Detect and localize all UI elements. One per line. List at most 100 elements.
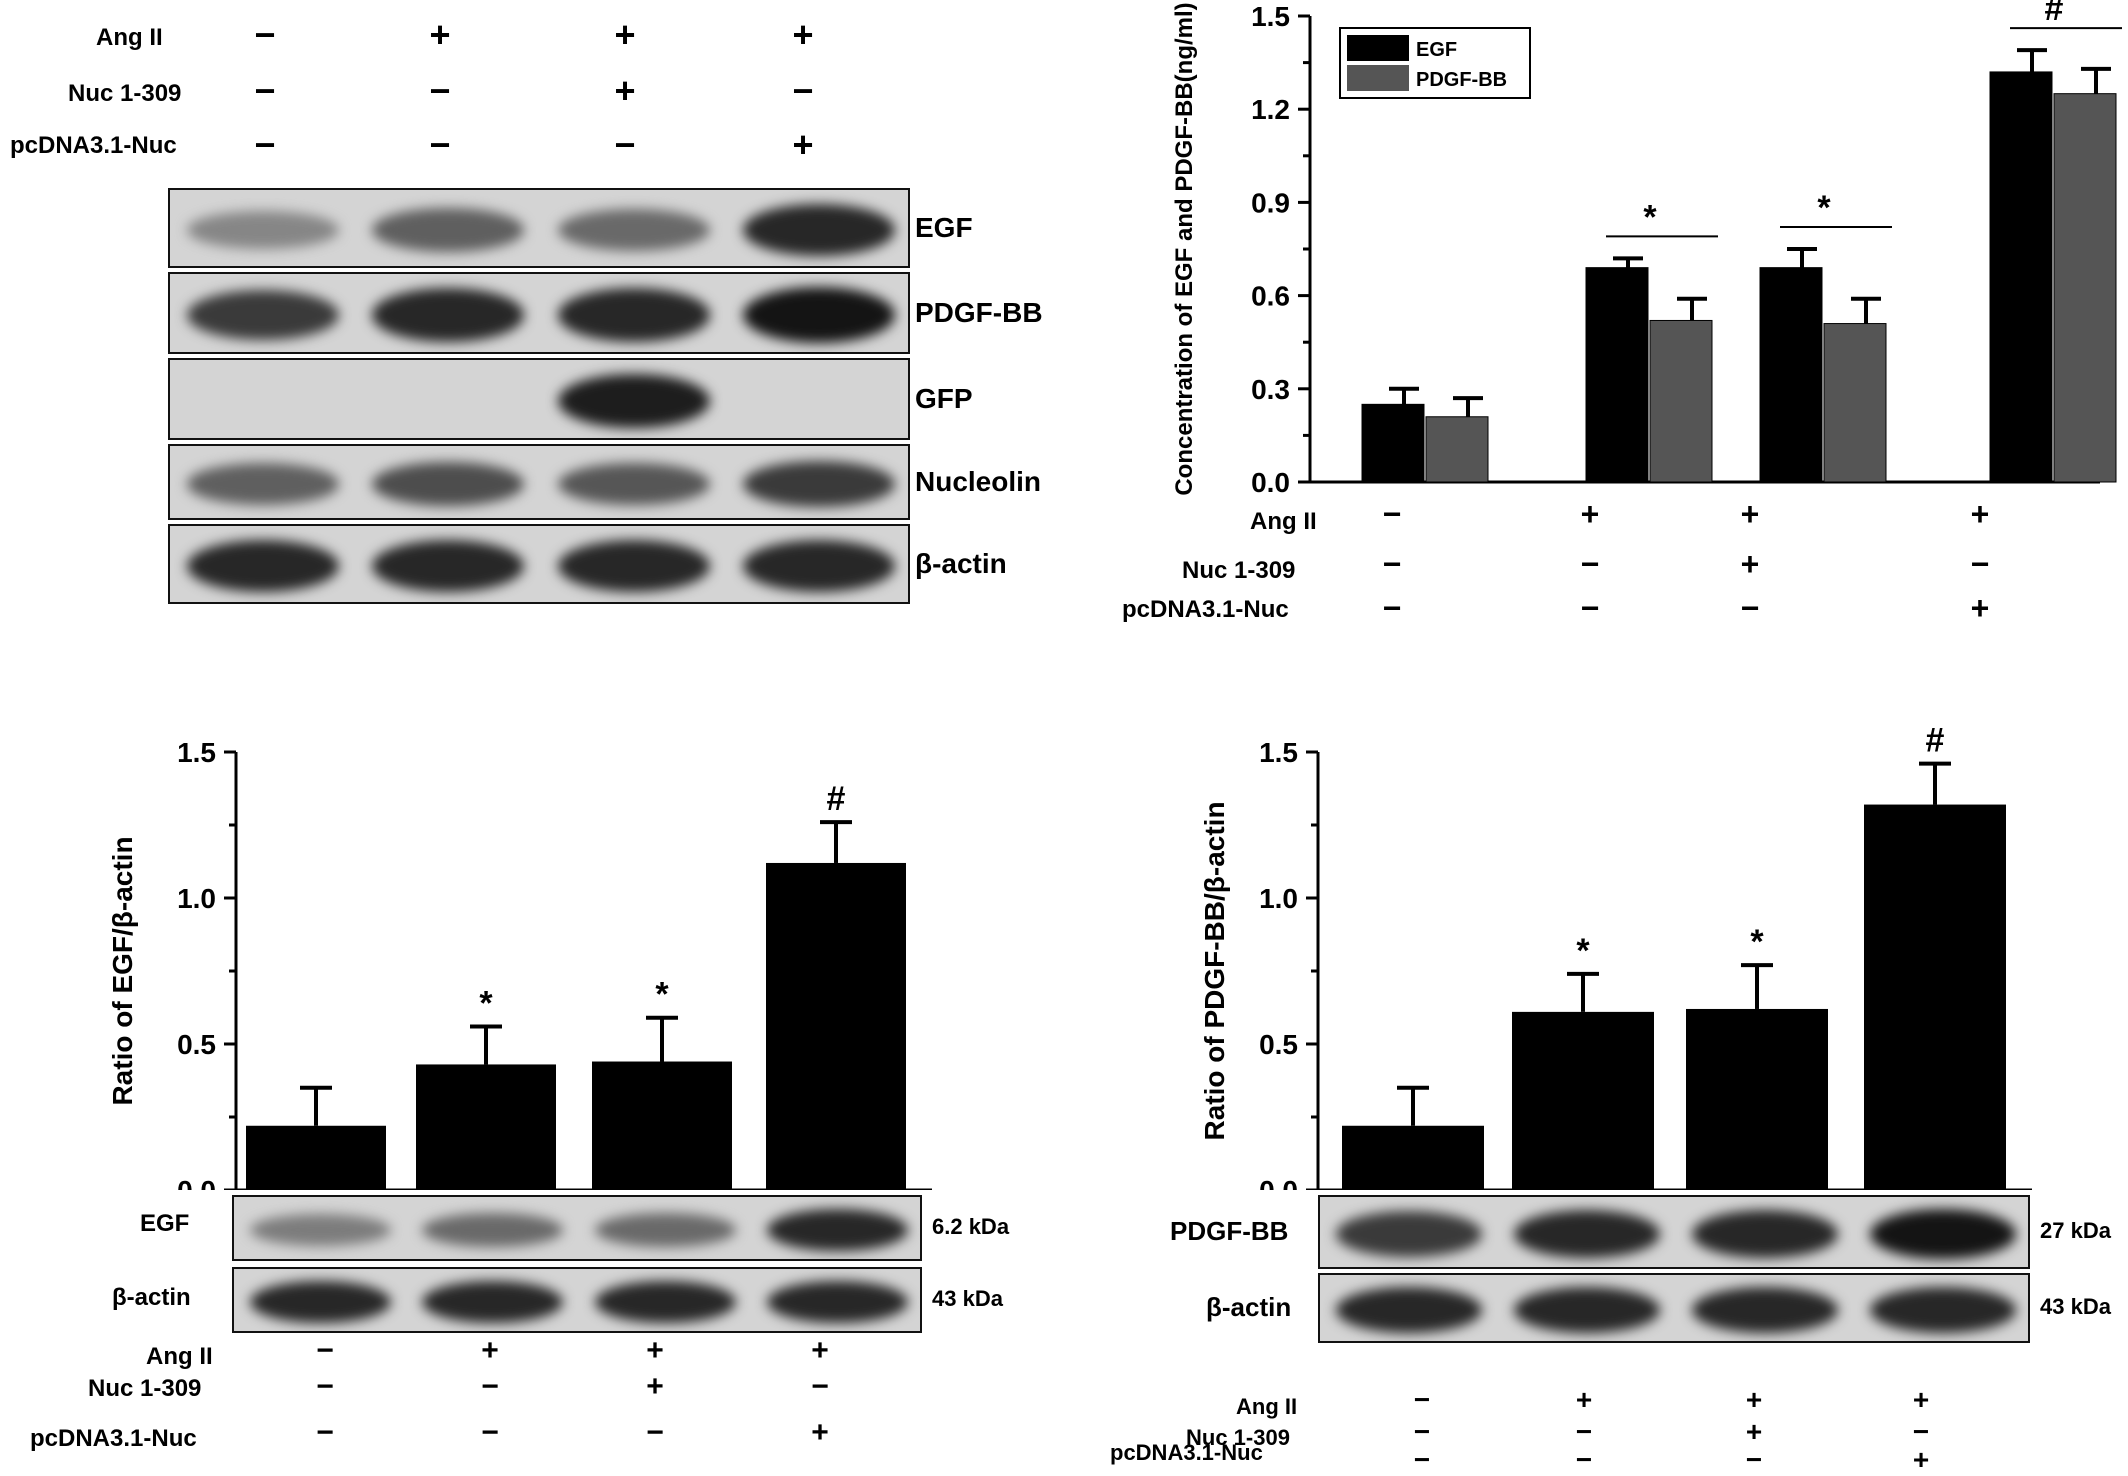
chart0-sign-r0-c1: + — [1580, 496, 1600, 532]
chart2-bar-3 — [1864, 804, 2006, 1190]
chart-egf-ratio: 0.0 0.5 1.0 1.5 Ratio of EGF/β-actin * * # — [107, 737, 932, 1190]
top-band-0-3 — [743, 204, 896, 256]
egf-sign-r1-c0: − — [316, 1370, 334, 1403]
egf-condition-label-nuc: Nuc 1-309 — [88, 1375, 202, 1402]
chart0-bar-s1-0 — [1425, 416, 1489, 483]
top-blot-3 — [168, 444, 910, 520]
egf-sign-r0-c1: + — [481, 1334, 499, 1367]
pdgf-sign-r1-c2: + — [1745, 1416, 1763, 1447]
top-band-4-0 — [186, 540, 339, 592]
chart0-condition-label-angii: Ang II — [1250, 508, 1317, 535]
chart1-bar-1 — [416, 1064, 556, 1190]
top-sign-r2-c1: − — [429, 124, 451, 165]
chart0-bar-s1-3 — [2053, 93, 2117, 483]
chart0-bar-s0-1 — [1585, 267, 1649, 483]
pdgf-band-label-1: β-actin — [1206, 1292, 1292, 1322]
top-band-label-1: PDGF-BB — [915, 297, 1043, 328]
chart-pdgf-ratio: 0.0 0.5 1.0 1.5 Ratio of PDGF-BB/β-actin * * # — [1199, 722, 2032, 1190]
top-band-1-1 — [372, 288, 525, 342]
chart0-sign-r0-c3: + — [1970, 496, 1990, 532]
egf-sign-r0-c3: + — [811, 1334, 829, 1367]
chart0-legend-label-1: PDGF-BB — [1416, 69, 1507, 91]
pdgf-condition-label-angii: Ang II — [1236, 1394, 1298, 1419]
top-sign-r1-c3: − — [792, 70, 814, 111]
egf-band-0-0 — [249, 1213, 391, 1247]
chart0-tick-label: 0.0 — [1251, 467, 1290, 498]
chart2-sig-3: # — [1926, 722, 1945, 760]
chart0-legend-swatch-1 — [1347, 65, 1409, 91]
pdgf-sign-r0-c0: − — [1413, 1384, 1431, 1415]
egf-band-1-3 — [767, 1280, 909, 1324]
top-band-label-3: Nucleolin — [915, 466, 1042, 497]
chart1-bar-2 — [592, 1061, 732, 1190]
chart0-tick-label: 1.5 — [1251, 1, 1290, 32]
egf-band-0-1 — [422, 1212, 564, 1248]
top-sign-r0-c2: + — [614, 14, 636, 55]
chart0-tick-label: 1.2 — [1251, 94, 1290, 125]
pdgf-blot-0 — [1318, 1195, 2030, 1269]
egf-band-1-1 — [422, 1280, 564, 1324]
chart2-bar-2 — [1686, 1008, 1828, 1190]
chart1-bar-3 — [766, 862, 906, 1190]
pdgf-band-0-1 — [1514, 1210, 1660, 1258]
chart0-sig-3: # — [2045, 0, 2064, 28]
condition-label-pcdna: pcDNA3.1-Nuc — [10, 132, 177, 159]
chart0-condition-label-nuc: Nuc 1-309 — [1182, 557, 1296, 584]
chart0-bar-s0-2 — [1759, 267, 1823, 483]
pdgf-condition-label-nuc: Nuc 1-309 — [1186, 1425, 1290, 1450]
chart2-tick-label: 1.0 — [1259, 883, 1298, 914]
chart0-legend-swatch-0 — [1347, 35, 1409, 61]
egf-band-0-2 — [594, 1212, 736, 1248]
top-band-0-1 — [372, 208, 525, 252]
egf-sign-r2-c1: − — [481, 1416, 499, 1449]
egf-condition-label-angii: Ang II — [146, 1343, 213, 1370]
chart1-tick-label: 0.0 — [177, 1175, 216, 1190]
pdgf-sign-r0-c3: + — [1912, 1384, 1930, 1415]
pdgf-sign-r1-c1: − — [1575, 1416, 1593, 1447]
top-band-3-0 — [186, 463, 339, 505]
top-band-4-3 — [743, 540, 896, 592]
top-sign-r1-c2: + — [614, 70, 636, 111]
pdgf-sign-r2-c2: − — [1745, 1444, 1763, 1475]
chart-concentration: 0.0 0.3 0.6 0.9 1.2 1.5 Concentration of EGF a… — [1171, 0, 2122, 498]
chart1-tick-label: 0.5 — [177, 1029, 216, 1060]
chart0-bar-s0-3 — [1989, 71, 2053, 483]
chart1-tick-label: 1.0 — [177, 883, 216, 914]
chart0-ylabel: Concentration of EGF and PDGF-BB(ng/ml) — [1171, 2, 1198, 495]
chart2-tick-label: 1.5 — [1259, 737, 1298, 768]
top-blot-0 — [168, 188, 910, 268]
chart0-sig-1: * — [1643, 198, 1657, 236]
chart0-sign-r2-c2: − — [1740, 590, 1760, 626]
pdgf-sign-r2-c0: − — [1413, 1444, 1431, 1475]
top-sign-r2-c0: − — [254, 124, 276, 165]
chart0-legend: EGF PDGF-BB — [1339, 27, 1531, 99]
chart0-tick-label: 0.6 — [1251, 281, 1290, 312]
top-band-3-1 — [372, 462, 525, 506]
egf-band-1-2 — [594, 1280, 736, 1324]
pdgf-band-1-3 — [1870, 1287, 2016, 1333]
chart0-tick-label: 0.3 — [1251, 374, 1290, 405]
pdgf-kda-0: 27 kDa — [2040, 1218, 2111, 1243]
chart2-tick-label: 0.0 — [1259, 1175, 1298, 1190]
pdgf-band-0-3 — [1870, 1208, 2016, 1260]
chart1-tick-label: 1.5 — [177, 737, 216, 768]
top-sign-r0-c0: − — [254, 14, 276, 55]
chart0-sign-r1-c2: + — [1740, 546, 1760, 582]
egf-sign-r0-c0: − — [316, 1334, 334, 1367]
egf-sign-r1-c3: − — [811, 1370, 829, 1403]
top-band-3-3 — [743, 460, 896, 508]
condition-label-angii: Ang II — [96, 24, 163, 51]
condition-label-nuc: Nuc 1-309 — [68, 80, 182, 107]
egf-blot-0 — [232, 1195, 922, 1261]
pdgf-kda-1: 43 kDa — [2040, 1294, 2111, 1319]
pdgf-blot-1 — [1318, 1273, 2030, 1343]
top-band-1-2 — [557, 288, 710, 342]
chart0-sign-r2-c1: − — [1580, 590, 1600, 626]
top-band-label-4: β-actin — [915, 548, 1007, 579]
chart0-sig-2: * — [1817, 189, 1831, 227]
chart0-sign-r0-c2: + — [1740, 496, 1760, 532]
top-sign-r1-c1: − — [429, 70, 451, 111]
top-band-4-1 — [372, 540, 525, 592]
egf-sign-r2-c3: + — [811, 1416, 829, 1449]
chart0-bar-s1-2 — [1823, 323, 1887, 483]
